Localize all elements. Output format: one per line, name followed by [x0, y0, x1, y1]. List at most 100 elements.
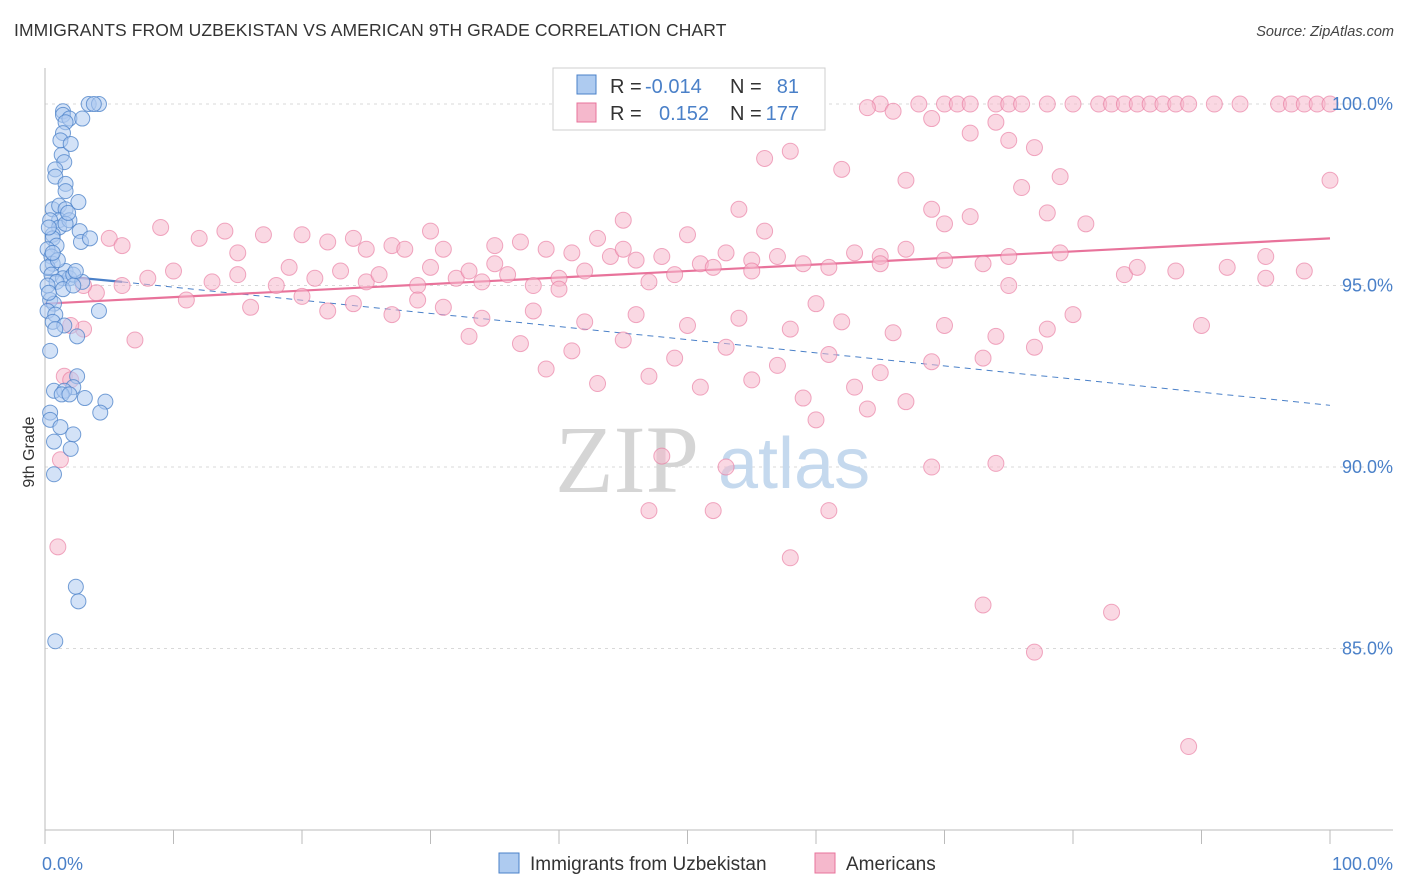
y-tick-label: 85.0% [1342, 639, 1393, 659]
americans-point [858, 99, 876, 117]
americans-point [113, 237, 131, 255]
americans-point [229, 244, 247, 262]
americans-point [1180, 738, 1198, 756]
americans-point [666, 266, 684, 284]
americans-point [422, 222, 439, 240]
americans-point [756, 222, 774, 240]
americans-point [1051, 244, 1069, 262]
americans-point [1038, 204, 1056, 222]
americans-point [357, 273, 375, 291]
americans-trend-line [44, 237, 1331, 305]
americans-point [1193, 316, 1210, 334]
americans-point [409, 291, 427, 309]
americans-point [781, 142, 799, 160]
americans-point [871, 364, 889, 382]
stats-r-value-blue: -0.014 [645, 76, 702, 98]
uzbekistan-point [40, 284, 57, 301]
stats-n-value-blue: 81 [777, 76, 799, 98]
y-tick-label: 95.0% [1342, 276, 1393, 296]
americans-point [627, 251, 645, 269]
americans-point [794, 389, 812, 407]
y-tick-labels: 100.0% 95.0% 90.0% 85.0% [1332, 94, 1393, 658]
americans-point [306, 269, 324, 287]
americans-point [370, 266, 388, 284]
americans-point [974, 349, 992, 367]
americans-point [794, 255, 812, 273]
americans-point [1013, 95, 1031, 113]
chart-title: IMMIGRANTS FROM UZBEKISTAN VS AMERICAN 9… [14, 20, 727, 40]
americans-point [486, 255, 504, 273]
americans-point [923, 353, 941, 371]
americans-point [113, 277, 131, 295]
uzbekistan-point [44, 244, 61, 261]
legend-item-uzbekistan[interactable]: Immigrants from Uzbekistan [498, 852, 767, 875]
americans-point [1128, 258, 1146, 276]
americans-point [743, 262, 761, 280]
stats-box-frame [552, 67, 826, 131]
source-credit: Source: ZipAtlas.com [1256, 24, 1394, 40]
americans-point [756, 149, 774, 167]
americans-point [653, 247, 671, 265]
americans-point [640, 502, 658, 520]
americans-point [203, 273, 221, 291]
uzbekistan-point [47, 633, 64, 650]
americans-point [473, 273, 491, 291]
americans-point [666, 349, 684, 367]
uzbekistan-point [52, 419, 69, 436]
americans-point [524, 302, 542, 320]
americans-point [332, 262, 350, 280]
uzbekistan-point [47, 321, 64, 338]
stats-n-value-pink: 177 [766, 103, 799, 125]
americans-point [422, 258, 439, 276]
americans-point [704, 258, 722, 276]
uzbekistan-point [90, 302, 107, 319]
americans-point [473, 309, 491, 327]
americans-point [846, 378, 864, 396]
americans-point [1025, 338, 1043, 356]
americans-point [576, 262, 594, 280]
americans-point [987, 454, 1005, 472]
americans-point [576, 313, 594, 331]
americans-point [640, 367, 658, 385]
americans-point [781, 549, 799, 567]
watermark: ZIP atlas [555, 406, 870, 513]
legend: Immigrants from Uzbekistan Americans [498, 852, 936, 875]
americans-point [1064, 306, 1082, 324]
y-axis-label: 9th Grade [21, 416, 38, 487]
legend-swatch-blue [498, 852, 520, 874]
americans-point [139, 269, 157, 287]
americans-point [1231, 95, 1249, 113]
americans-point [563, 244, 581, 262]
americans-point [640, 273, 658, 291]
americans-point [679, 226, 696, 244]
americans-point [563, 342, 581, 360]
americans-point [1025, 139, 1043, 157]
americans-point [1321, 95, 1339, 113]
americans-point [704, 502, 722, 520]
americans-point [730, 200, 748, 218]
uzbekistan-point [74, 110, 91, 127]
americans-point [409, 277, 427, 295]
uzbekistan-point [70, 194, 87, 211]
americans-point [614, 240, 632, 258]
americans-point [280, 258, 298, 276]
americans-point [1115, 266, 1133, 284]
americans-point [524, 277, 542, 295]
americans-point [49, 538, 67, 556]
americans-point [910, 95, 928, 113]
americans-point [743, 371, 761, 389]
legend-label-uzbekistan: Immigrants from Uzbekistan [530, 854, 767, 875]
americans-point [1038, 95, 1056, 113]
uzbekistan-point [85, 96, 102, 113]
americans-point [897, 240, 915, 258]
americans-point [820, 345, 838, 363]
americans-point [691, 378, 709, 396]
legend-item-americans[interactable]: Americans [814, 852, 936, 875]
stats-box: R = -0.014 N = 81 R = 0.152 N = 177 [552, 67, 826, 131]
uzbekistan-point [67, 263, 84, 280]
americans-point [1257, 247, 1275, 265]
americans-point [717, 338, 735, 356]
americans-point [267, 277, 285, 295]
americans-point [961, 124, 979, 142]
americans-point [1000, 131, 1018, 149]
